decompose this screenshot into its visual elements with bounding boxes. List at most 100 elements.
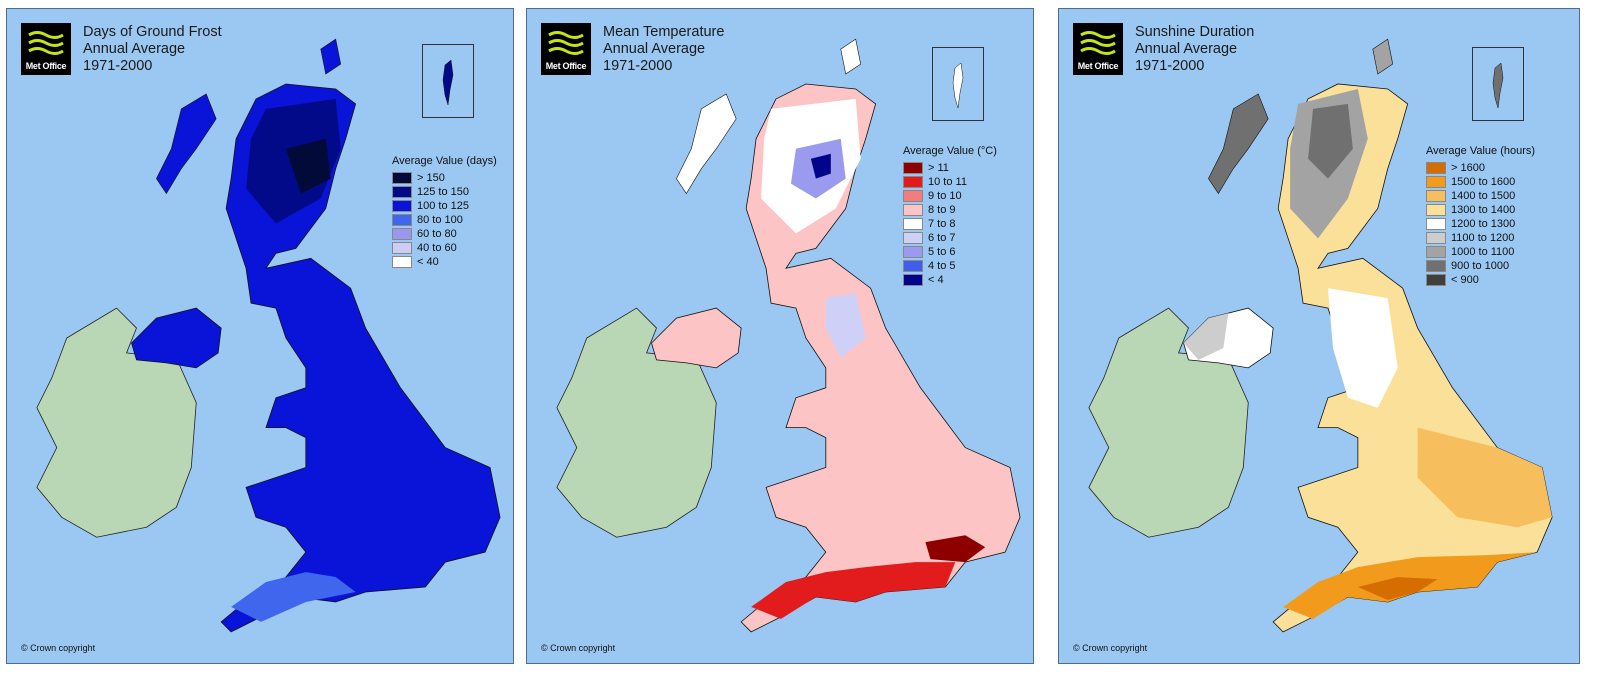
- legend-label: 9 to 10: [928, 190, 962, 202]
- legend-swatch: [903, 162, 923, 174]
- title-line-2: Annual Average: [603, 41, 706, 57]
- legend-label: 40 to 60: [417, 242, 457, 254]
- legend-row: 1500 to 1600: [1426, 175, 1535, 189]
- legend-swatch: [1426, 176, 1446, 188]
- met-office-logo: Met Office: [1073, 23, 1123, 75]
- legend-swatch: [392, 228, 412, 240]
- britain-landmass: [740, 83, 1021, 633]
- temperature-legend: Average Value (°C) > 11 10 to 11 9 to 10 8 …: [903, 145, 997, 287]
- legend-swatch: [392, 214, 412, 226]
- sunshine-map: [1088, 38, 1553, 633]
- legend-row: 1100 to 1200: [1426, 231, 1535, 245]
- temperature-map: [556, 38, 1021, 633]
- legend-row: < 40: [392, 255, 497, 269]
- legend-swatch: [903, 232, 923, 244]
- title-line-2: Annual Average: [83, 41, 186, 57]
- shetland-inset-map: [952, 62, 964, 109]
- legend-swatch: [903, 190, 923, 202]
- legend-row: 100 to 125: [392, 199, 497, 213]
- title-line-1: Sunshine Duration: [1135, 24, 1255, 40]
- shetland-inset: [932, 47, 984, 121]
- met-office-waves-icon: [28, 31, 64, 55]
- legend-swatch: [1426, 274, 1446, 286]
- legend-row: 125 to 150: [392, 185, 497, 199]
- legend-label: 900 to 1000: [1451, 260, 1510, 272]
- legend-swatch: [1426, 218, 1446, 230]
- temperature-map-panel: Met Office Mean Temperature Annual Avera…: [526, 8, 1034, 664]
- legend-row: < 4: [903, 273, 997, 287]
- title-line-3: 1971-2000: [603, 58, 673, 74]
- legend-label: 100 to 125: [417, 200, 469, 212]
- legend-label: > 150: [417, 172, 445, 184]
- legend-row: 7 to 8: [903, 217, 997, 231]
- met-office-logo: Met Office: [541, 23, 591, 75]
- legend-row: 9 to 10: [903, 189, 997, 203]
- legend-row: 1200 to 1300: [1426, 217, 1535, 231]
- legend-row: < 900: [1426, 273, 1535, 287]
- legend-swatch: [903, 176, 923, 188]
- title-line-2: Annual Average: [1135, 41, 1238, 57]
- temperature-map-title: Mean Temperature Annual Average 1971-200…: [603, 24, 724, 75]
- britain-landmass: [220, 83, 501, 633]
- legend-title: Average Value (°C): [903, 145, 997, 157]
- title-line-3: 1971-2000: [83, 58, 153, 74]
- legend-label: 4 to 5: [928, 260, 956, 272]
- legend-label: < 4: [928, 274, 944, 286]
- legend-row: 8 to 9: [903, 203, 997, 217]
- frost-map: [36, 38, 501, 633]
- legend-label: 6 to 7: [928, 232, 956, 244]
- legend-swatch: [903, 218, 923, 230]
- legend-swatch: [1426, 260, 1446, 272]
- legend-label: 1200 to 1300: [1451, 218, 1516, 230]
- legend-swatch: [1426, 246, 1446, 258]
- legend-swatch: [1426, 162, 1446, 174]
- northern-ireland-landmass: [131, 307, 222, 369]
- frost-map-title: Days of Ground Frost Annual Average 1971…: [83, 24, 222, 75]
- ireland-landmass: [556, 307, 717, 538]
- sunshine-map-title: Sunshine Duration Annual Average 1971-20…: [1135, 24, 1254, 75]
- legend-row: 1400 to 1500: [1426, 189, 1535, 203]
- legend-swatch: [903, 246, 923, 258]
- frost-legend: Average Value (days) > 150 125 to 150 100 …: [392, 155, 497, 269]
- legend-swatch: [392, 186, 412, 198]
- legend-swatch: [1426, 190, 1446, 202]
- shetland-inset-map: [1492, 62, 1504, 109]
- shetland-inset: [1472, 47, 1524, 121]
- legend-label: 1300 to 1400: [1451, 204, 1516, 216]
- copyright-text: © Crown copyright: [1073, 643, 1148, 653]
- legend-label: > 11: [928, 162, 949, 174]
- title-line-1: Mean Temperature: [603, 24, 725, 40]
- legend-label: 125 to 150: [417, 186, 469, 198]
- legend-swatch: [392, 172, 412, 184]
- shetland-inset-map: [442, 59, 454, 106]
- legend-row: > 150: [392, 171, 497, 185]
- met-office-logo: Met Office: [21, 23, 71, 75]
- shetland-inset: [422, 44, 474, 118]
- legend-label: > 1600: [1451, 162, 1485, 174]
- legend-row: > 11: [903, 161, 997, 175]
- legend-label: 5 to 6: [928, 246, 956, 258]
- met-office-brand-text: Met Office: [1077, 61, 1119, 71]
- legend-row: 4 to 5: [903, 259, 997, 273]
- legend-title: Average Value (hours): [1426, 145, 1536, 157]
- legend-swatch: [1426, 204, 1446, 216]
- legend-label: 80 to 100: [417, 214, 463, 226]
- met-office-brand-text: Met Office: [25, 61, 67, 71]
- legend-label: 10 to 11: [928, 176, 967, 188]
- title-line-1: Days of Ground Frost: [83, 24, 222, 40]
- legend-row: 40 to 60: [392, 241, 497, 255]
- copyright-text: © Crown copyright: [541, 643, 616, 653]
- sunshine-legend: Average Value (hours) > 1600 1500 to 1600…: [1426, 145, 1535, 287]
- ireland-landmass: [1088, 307, 1249, 538]
- legend-label: 1000 to 1100: [1451, 246, 1515, 258]
- legend-swatch: [903, 204, 923, 216]
- legend-title: Average Value (days): [392, 155, 497, 167]
- northern-ireland-landmass: [651, 307, 742, 369]
- legend-label: 7 to 8: [928, 218, 956, 230]
- legend-row: 1300 to 1400: [1426, 203, 1535, 217]
- legend-label: < 900: [1451, 274, 1479, 286]
- legend-swatch: [392, 200, 412, 212]
- legend-row: 80 to 100: [392, 213, 497, 227]
- legend-row: 1000 to 1100: [1426, 245, 1535, 259]
- legend-swatch: [392, 242, 412, 254]
